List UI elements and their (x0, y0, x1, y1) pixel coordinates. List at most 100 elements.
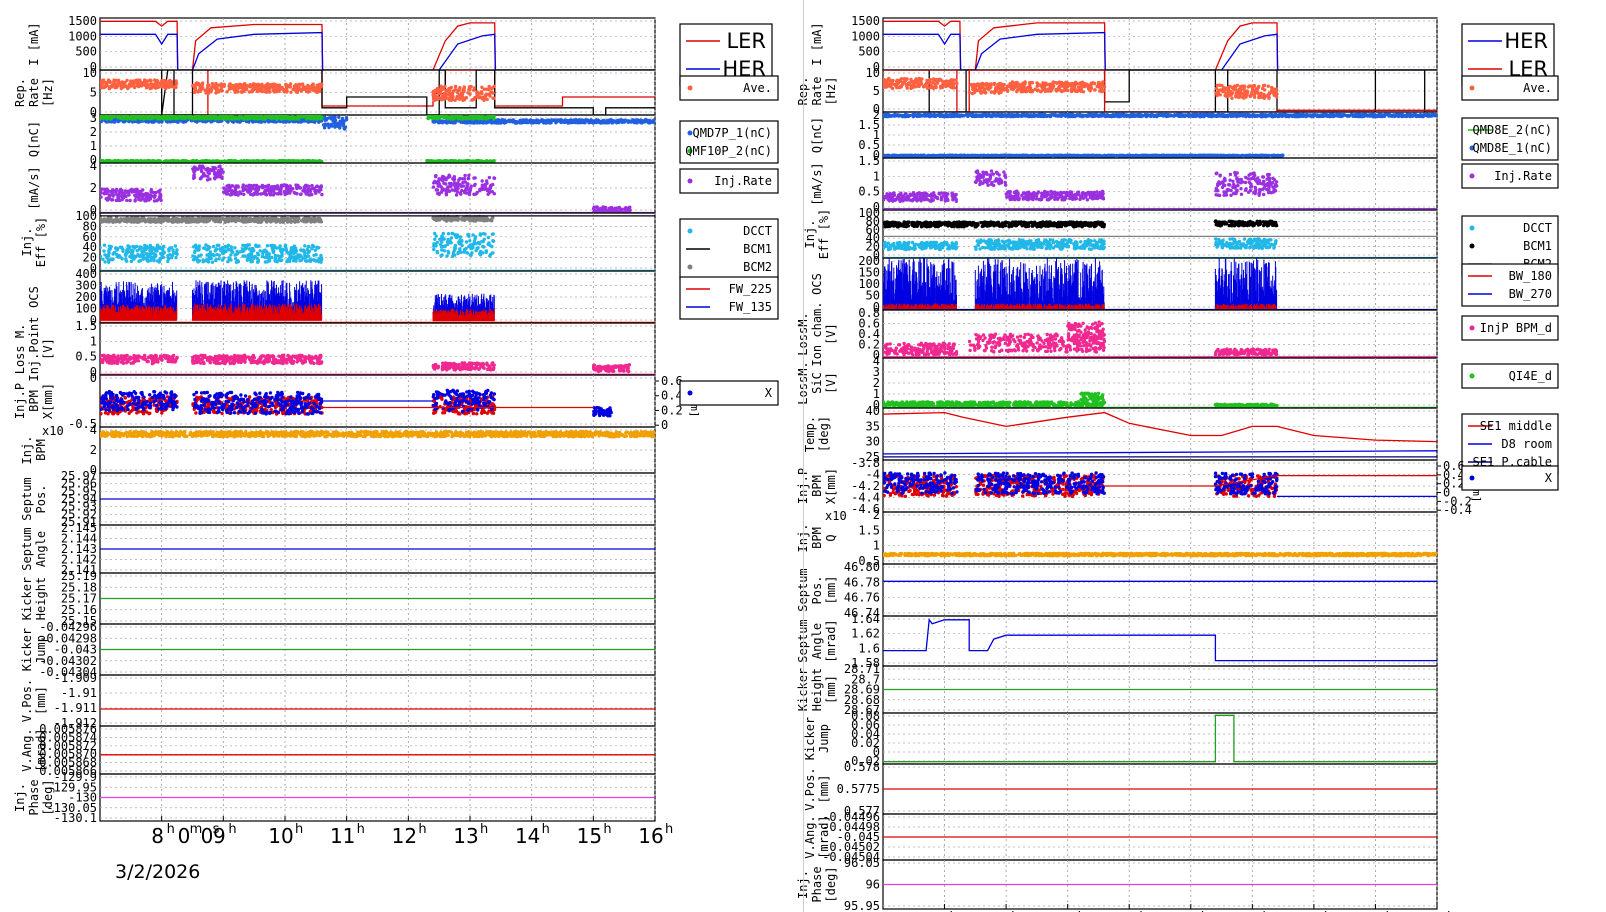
data-point (458, 176, 462, 181)
data-point (149, 194, 153, 198)
data-point (165, 120, 170, 124)
data-point (183, 116, 187, 121)
data-point (127, 82, 132, 86)
data-point (201, 258, 205, 262)
data-point (249, 260, 253, 264)
data-point (212, 253, 216, 258)
data-point (563, 119, 567, 123)
data-point (234, 83, 238, 87)
data-point (212, 169, 216, 173)
data-point (504, 120, 508, 124)
data-point (119, 82, 123, 86)
data-point (518, 118, 522, 123)
data-point (241, 254, 245, 258)
series-group (100, 115, 655, 163)
y-tick-label: 60 (83, 230, 97, 244)
data-point (161, 250, 165, 255)
data-point (441, 187, 445, 191)
data-point (137, 194, 141, 199)
legend-label: LER (726, 29, 766, 53)
y-axis-label: [mA/s] (27, 166, 41, 209)
data-point (289, 117, 293, 121)
data-point (254, 243, 258, 247)
data-point (597, 208, 602, 212)
data-point (101, 85, 106, 90)
data-point (435, 251, 440, 255)
data-point (192, 90, 197, 95)
data-point (568, 118, 572, 123)
data-point (205, 253, 209, 257)
data-point (191, 160, 196, 163)
data-point (453, 84, 458, 89)
data-point (157, 120, 161, 124)
data-point (174, 82, 178, 87)
data-point (455, 182, 459, 187)
y-tick-label: 2 (90, 181, 97, 195)
data-point (447, 92, 451, 97)
data-point (271, 185, 275, 189)
data-point (446, 242, 450, 247)
data-point (305, 254, 310, 259)
data-point (456, 91, 460, 95)
data-point (218, 171, 222, 176)
data-point (153, 160, 157, 163)
y-tick-label: 20 (83, 251, 97, 265)
data-point (468, 239, 472, 243)
data-point (297, 82, 302, 87)
series-line-her (100, 31, 655, 70)
data-point (271, 160, 276, 163)
data-point (471, 242, 475, 247)
data-point (482, 160, 486, 163)
data-point (303, 251, 307, 255)
y-tick-label: 0 (90, 60, 97, 74)
data-point (272, 188, 276, 193)
series-group (100, 214, 655, 271)
data-point (457, 159, 461, 163)
data-point (160, 216, 165, 220)
data-point (261, 84, 265, 88)
data-point (454, 159, 458, 163)
data-point (258, 159, 262, 163)
data-point (129, 115, 133, 119)
data-point (158, 195, 163, 200)
data-point (461, 177, 465, 181)
data-point (202, 166, 206, 170)
data-point (453, 115, 457, 118)
data-point (215, 243, 219, 247)
legend-box (679, 168, 779, 194)
data-point (461, 98, 465, 103)
data-point (448, 239, 452, 243)
data-point (480, 85, 484, 90)
data-point (609, 206, 613, 210)
data-point (191, 83, 195, 88)
data-point (441, 159, 445, 163)
data-point (110, 160, 114, 163)
data-point (102, 249, 106, 253)
data-point (649, 120, 654, 124)
data-point (131, 257, 136, 261)
data-point (464, 247, 468, 251)
data-point (224, 115, 229, 119)
data-point (267, 86, 272, 90)
data-point (217, 218, 221, 222)
data-point (256, 185, 261, 189)
data-point (253, 218, 257, 223)
data-point (482, 87, 486, 92)
data-point (143, 115, 148, 119)
data-point (219, 169, 224, 173)
data-point (320, 192, 324, 197)
data-point (166, 259, 170, 264)
data-point (160, 79, 164, 83)
data-point (240, 247, 245, 251)
data-point (565, 118, 569, 123)
data-point (142, 81, 146, 85)
data-point (308, 159, 312, 163)
data-point (100, 245, 102, 250)
data-point (314, 87, 318, 92)
data-point (226, 260, 230, 264)
data-point (158, 188, 162, 192)
data-point (173, 244, 177, 248)
data-point (107, 260, 111, 264)
data-point (190, 116, 194, 121)
